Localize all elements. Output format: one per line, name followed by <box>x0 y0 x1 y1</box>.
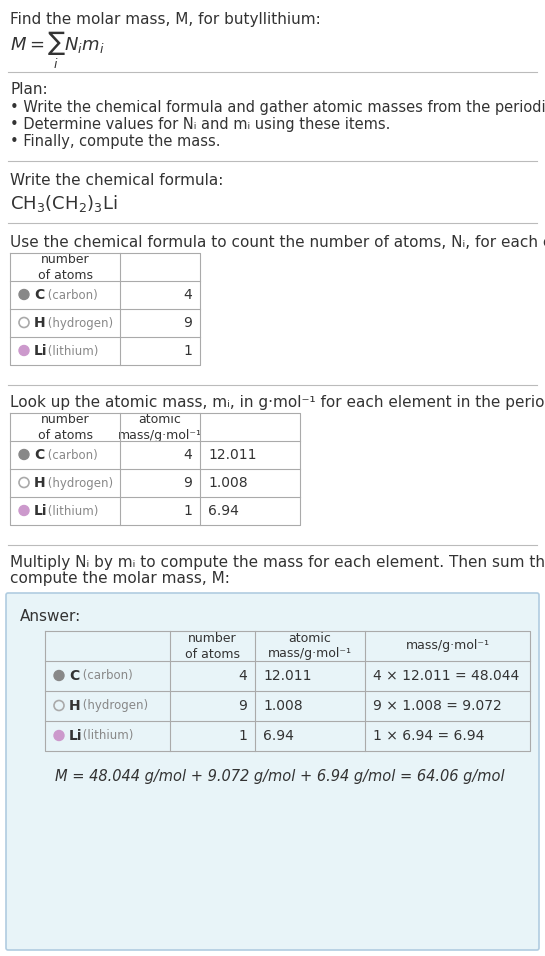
Text: (carbon): (carbon) <box>79 669 133 683</box>
Text: number
of atoms: number of atoms <box>185 632 240 661</box>
Text: Find the molar mass, M, for butyllithium:: Find the molar mass, M, for butyllithium… <box>10 12 321 27</box>
Text: Answer:: Answer: <box>20 609 81 624</box>
Text: 1 × 6.94 = 6.94: 1 × 6.94 = 6.94 <box>373 729 485 743</box>
Text: atomic
mass/g·mol⁻¹: atomic mass/g·mol⁻¹ <box>268 632 352 661</box>
Circle shape <box>19 290 29 299</box>
Text: Look up the atomic mass, mᵢ, in g·mol⁻¹ for each element in the periodic table:: Look up the atomic mass, mᵢ, in g·mol⁻¹ … <box>10 395 545 410</box>
Text: (hydrogen): (hydrogen) <box>79 700 148 712</box>
Text: H: H <box>34 476 46 490</box>
Text: C: C <box>34 288 44 302</box>
Circle shape <box>54 730 64 741</box>
Text: atomic
mass/g·mol⁻¹: atomic mass/g·mol⁻¹ <box>118 412 202 442</box>
Text: (lithium): (lithium) <box>44 344 99 358</box>
Text: 9 × 1.008 = 9.072: 9 × 1.008 = 9.072 <box>373 699 502 713</box>
Circle shape <box>19 345 29 356</box>
Text: Li: Li <box>34 344 47 358</box>
Text: 4 × 12.011 = 48.044: 4 × 12.011 = 48.044 <box>373 669 519 683</box>
Text: 12.011: 12.011 <box>263 669 312 683</box>
Text: Multiply Nᵢ by mᵢ to compute the mass for each element. Then sum those values to: Multiply Nᵢ by mᵢ to compute the mass fo… <box>10 555 545 570</box>
Text: C: C <box>34 448 44 462</box>
Text: Write the chemical formula:: Write the chemical formula: <box>10 173 223 188</box>
Text: H: H <box>69 699 81 713</box>
Circle shape <box>54 670 64 681</box>
Text: 1.008: 1.008 <box>263 699 302 713</box>
Text: mass/g·mol⁻¹: mass/g·mol⁻¹ <box>405 640 489 653</box>
FancyBboxPatch shape <box>6 593 539 950</box>
Text: (hydrogen): (hydrogen) <box>44 476 113 489</box>
Text: 4: 4 <box>183 288 192 302</box>
Text: M = 48.044 g/mol + 9.072 g/mol + 6.94 g/mol = 64.06 g/mol: M = 48.044 g/mol + 9.072 g/mol + 6.94 g/… <box>55 769 505 784</box>
Text: $\mathregular{CH_3(CH_2)_3Li}$: $\mathregular{CH_3(CH_2)_3Li}$ <box>10 193 118 214</box>
Text: (lithium): (lithium) <box>44 505 99 517</box>
Text: • Determine values for Nᵢ and mᵢ using these items.: • Determine values for Nᵢ and mᵢ using t… <box>10 117 390 132</box>
Text: Plan:: Plan: <box>10 82 47 97</box>
Text: number
of atoms: number of atoms <box>38 412 93 442</box>
Text: 6.94: 6.94 <box>263 729 294 743</box>
Text: number
of atoms: number of atoms <box>38 252 93 281</box>
Text: Li: Li <box>69 729 82 743</box>
Text: 9: 9 <box>238 699 247 713</box>
Text: 1: 1 <box>238 729 247 743</box>
Text: 4: 4 <box>183 448 192 462</box>
Circle shape <box>19 506 29 515</box>
Text: 9: 9 <box>183 476 192 490</box>
Text: 1: 1 <box>183 504 192 518</box>
Text: Use the chemical formula to count the number of atoms, Nᵢ, for each element:: Use the chemical formula to count the nu… <box>10 235 545 250</box>
Text: $M = \sum_{i} N_i m_i$: $M = \sum_{i} N_i m_i$ <box>10 30 105 71</box>
Text: 6.94: 6.94 <box>208 504 239 518</box>
Text: (carbon): (carbon) <box>44 289 98 301</box>
Text: Li: Li <box>34 504 47 518</box>
Text: (carbon): (carbon) <box>44 448 98 462</box>
Text: 12.011: 12.011 <box>208 448 257 462</box>
Text: 1: 1 <box>183 344 192 358</box>
Text: 1.008: 1.008 <box>208 476 247 490</box>
Circle shape <box>19 449 29 460</box>
Text: (hydrogen): (hydrogen) <box>44 316 113 330</box>
Text: (lithium): (lithium) <box>79 729 134 743</box>
Text: • Finally, compute the mass.: • Finally, compute the mass. <box>10 134 221 149</box>
Text: • Write the chemical formula and gather atomic masses from the periodic table.: • Write the chemical formula and gather … <box>10 100 545 115</box>
Text: 4: 4 <box>238 669 247 683</box>
Text: 9: 9 <box>183 316 192 330</box>
Text: compute the molar mass, M:: compute the molar mass, M: <box>10 571 230 586</box>
Text: C: C <box>69 669 79 683</box>
Text: H: H <box>34 316 46 330</box>
